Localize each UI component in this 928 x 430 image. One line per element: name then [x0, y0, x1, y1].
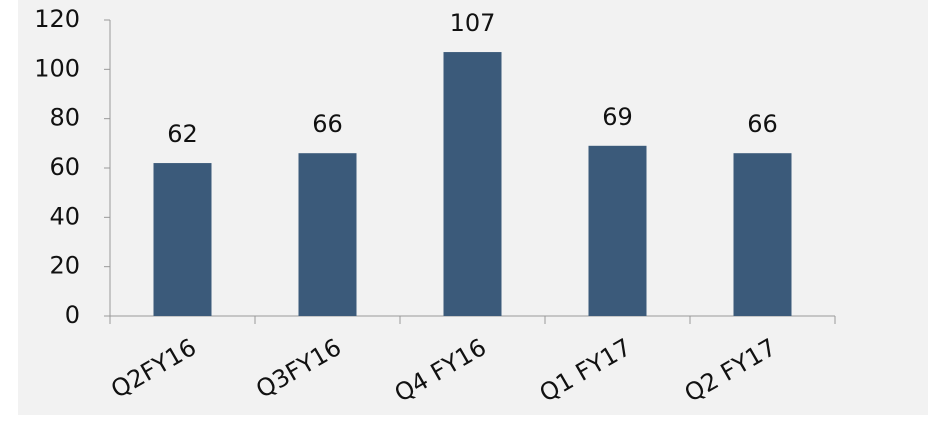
y-tick-label: 40 [49, 202, 80, 230]
data-label: 66 [312, 110, 343, 138]
y-tick-label: 120 [34, 5, 80, 33]
y-tick-label: 80 [49, 104, 80, 132]
bar [733, 153, 792, 316]
bar [588, 145, 647, 316]
y-tick-label: 60 [49, 153, 80, 181]
data-label: 69 [602, 103, 633, 131]
data-label: 62 [167, 120, 198, 148]
data-label: 66 [747, 110, 778, 138]
bar [153, 163, 212, 316]
bar [443, 52, 502, 317]
bar [298, 153, 357, 316]
y-tick-label: 0 [65, 301, 80, 329]
data-label: 107 [450, 9, 496, 37]
y-tick-label: 100 [34, 54, 80, 82]
y-tick-label: 20 [49, 252, 80, 280]
